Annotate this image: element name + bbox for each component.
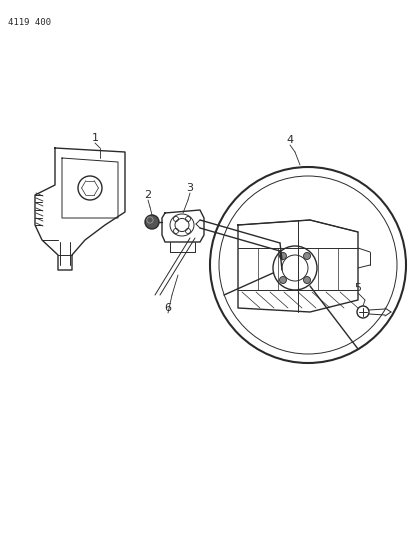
Text: 5: 5 <box>355 283 361 293</box>
Text: 4119 400: 4119 400 <box>8 18 51 27</box>
Text: 3: 3 <box>186 183 193 193</box>
Text: 4: 4 <box>286 135 294 145</box>
Circle shape <box>145 215 159 229</box>
Circle shape <box>304 277 310 284</box>
Text: 1: 1 <box>91 133 98 143</box>
Text: 2: 2 <box>144 190 151 200</box>
Text: 6: 6 <box>164 303 171 313</box>
Circle shape <box>279 277 286 284</box>
Circle shape <box>279 253 286 260</box>
Circle shape <box>304 253 310 260</box>
